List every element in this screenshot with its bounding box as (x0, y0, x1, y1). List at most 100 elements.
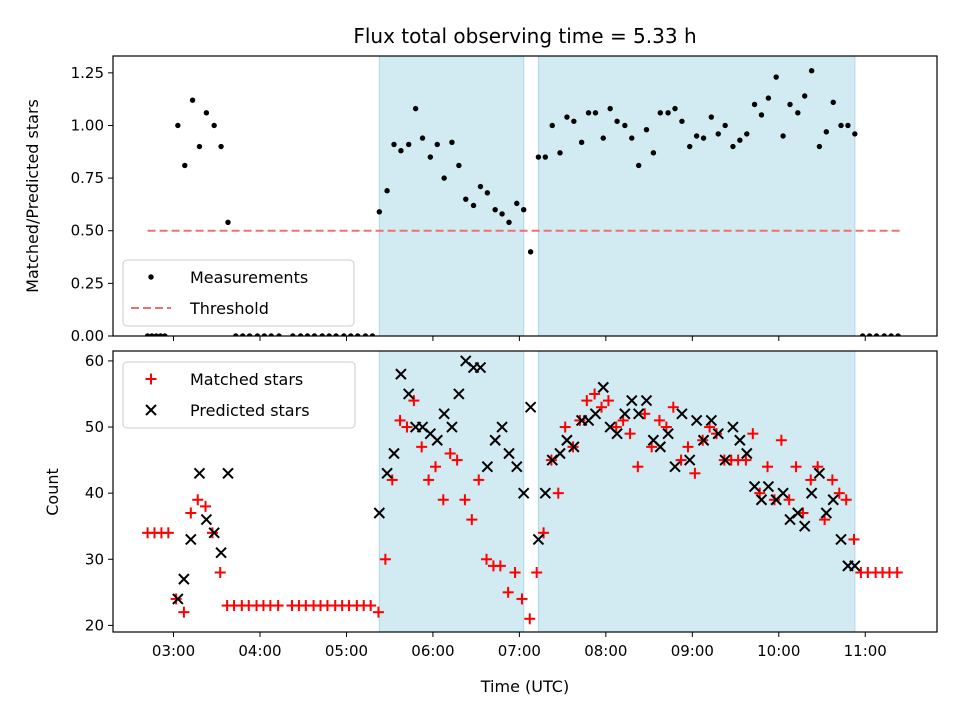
predicted-star-point (474, 361, 487, 374)
measurement-point (542, 154, 549, 160)
matched-star-point (430, 461, 442, 473)
measurement-point (873, 333, 880, 336)
measurement-point (592, 110, 599, 116)
measurement-point (239, 333, 246, 336)
predicted-star-point (835, 533, 847, 546)
top-y-axis-label: Matched/Predicted stars (23, 99, 42, 293)
measurement-point (888, 333, 894, 336)
measurement-point (326, 333, 332, 336)
measurement-point (744, 131, 750, 137)
predicted-star-point (611, 427, 623, 440)
legend-matched-marker (145, 373, 157, 385)
measurement-point (427, 154, 434, 160)
matched-star-point (214, 566, 226, 578)
measurement-point (218, 143, 224, 150)
measurement-point (406, 141, 412, 148)
matched-star-point (653, 414, 665, 426)
measurement-point (484, 190, 491, 196)
measurement-point (657, 110, 664, 116)
matched-star-point (805, 474, 817, 486)
predicted-star-point (813, 467, 826, 480)
matched-star-point (639, 408, 651, 420)
matched-star-point (423, 474, 435, 486)
bottom-legend: Matched stars Predicted stars (122, 361, 356, 429)
matched-star-point (401, 421, 413, 433)
measurement-point (463, 196, 469, 202)
predicted-star-point (517, 487, 530, 499)
measurement-point (398, 148, 404, 154)
measurement-point (535, 154, 542, 160)
measurement-point (153, 333, 159, 336)
matched-star-point (473, 474, 485, 486)
predicted-star-point (827, 494, 839, 506)
measurement-point (751, 101, 758, 108)
predicted-star-point (748, 480, 761, 493)
matched-star-point (783, 494, 795, 506)
predicted-star-point (669, 460, 681, 473)
measurement-point (765, 95, 772, 101)
predicted-star-point (453, 388, 465, 400)
measurement-point (635, 162, 642, 169)
predicted-star-point (402, 388, 415, 400)
matched-star-point (602, 395, 614, 407)
x-tick-label: 09:00 (671, 642, 714, 660)
matched-star-point (762, 461, 774, 473)
bottom-y-axis-label: Count (43, 468, 62, 516)
x-axis-label: Time (UTC) (480, 677, 569, 696)
predicted-star-point (734, 434, 746, 446)
predicted-star-point (820, 507, 833, 519)
measurement-point (233, 333, 239, 336)
measurement-point (376, 209, 383, 215)
matched-star-point (459, 494, 471, 506)
predicted-star-point (431, 434, 443, 446)
bottom-y-tick-label: 30 (85, 550, 104, 568)
predicted-star-point (539, 487, 552, 499)
predicted-star-point (755, 494, 768, 506)
legend-entry-label: Matched stars (190, 370, 303, 389)
measurement-point (514, 200, 520, 207)
measurement-point (189, 97, 196, 103)
predicted-star-point (395, 368, 407, 380)
measurement-point (823, 129, 830, 135)
measurement-point (700, 135, 707, 141)
predicted-star-point (503, 447, 515, 460)
measurement-point (297, 333, 304, 336)
measurement-point (162, 333, 168, 336)
measurement-point (419, 135, 426, 141)
measurement-point (808, 68, 815, 74)
measurement-point (737, 137, 743, 143)
top-y-tick-label: 1.00 (71, 116, 104, 134)
measurement-point (348, 333, 354, 336)
predicted-star-point (496, 421, 508, 433)
top-y-tick-label: 1.25 (71, 64, 104, 82)
x-tick-label: 11:00 (844, 642, 887, 660)
measurement-point (341, 333, 347, 336)
predicted-star-point (532, 533, 545, 546)
matched-star-point (451, 454, 463, 466)
measurement-point (144, 333, 151, 336)
bottom-y-tick-label: 40 (85, 484, 104, 502)
matched-star-point (559, 421, 571, 433)
top-y-tick-label: 0.75 (71, 169, 104, 187)
legend-entry-label: Predicted stars (190, 401, 310, 420)
measurement-point (845, 122, 851, 129)
predicted-star-point (626, 394, 638, 407)
bottom-observing-interval (537, 351, 856, 632)
measurement-point (578, 139, 585, 146)
bottom-panel: 20 30 40 50 60 03:00 04:00 05:00 06:00 07:00 08:00… (85, 350, 938, 660)
matched-star-point (667, 401, 679, 413)
matched-star-point (408, 395, 420, 407)
predicted-star-point (619, 408, 631, 420)
measurement-point (434, 141, 440, 148)
bottom-y-tick-label: 50 (85, 418, 104, 436)
matched-star-point (632, 461, 644, 473)
matched-star-point (444, 447, 456, 459)
matched-star-point (437, 494, 449, 506)
measurement-point (268, 333, 274, 336)
matched-star-point (552, 487, 564, 499)
matched-star-point (394, 414, 406, 426)
predicted-star-point (684, 454, 696, 466)
legend-measurements-marker (148, 274, 154, 280)
matched-star-point (826, 474, 838, 486)
